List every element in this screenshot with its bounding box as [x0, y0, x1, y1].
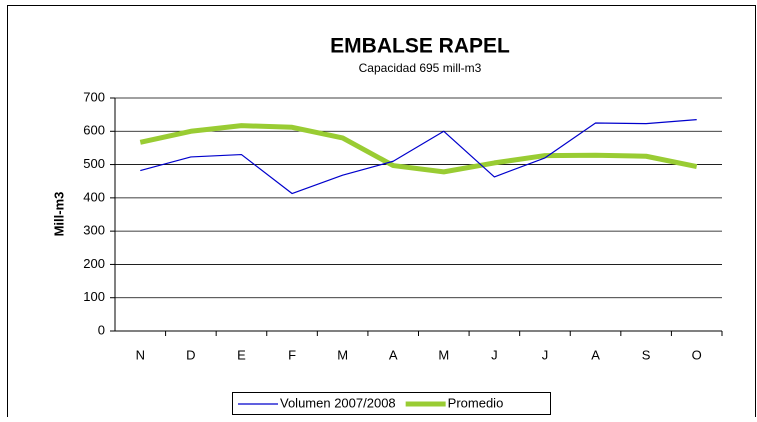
x-tick-label: J: [491, 347, 498, 362]
series-line: [139, 123, 698, 175]
x-tick-label: E: [237, 347, 246, 362]
x-tick-label: J: [542, 347, 549, 362]
x-tick-label: S: [642, 347, 651, 362]
y-tick-label: 700: [83, 89, 105, 104]
series-line: [140, 119, 697, 195]
y-tick-label: 600: [83, 123, 105, 138]
y-tick-label: 400: [83, 189, 105, 204]
legend-box: [232, 392, 551, 415]
chart-title: EMBALSE RAPEL: [330, 35, 510, 58]
legend-label: Volumen 2007/2008: [280, 395, 396, 410]
y-tick-label: 100: [83, 289, 105, 304]
legend-label: Promedio: [448, 395, 504, 410]
y-tick-label: 200: [83, 256, 105, 271]
x-tick-label: D: [186, 347, 195, 362]
x-tick-label: M: [337, 347, 348, 362]
y-axis-label: Mill-m3: [51, 192, 66, 237]
x-tick-label: O: [692, 347, 702, 362]
x-tick-label: N: [136, 347, 145, 362]
y-tick-label: 500: [83, 156, 105, 171]
y-tick-label: 300: [83, 223, 105, 238]
x-tick-label: M: [438, 347, 449, 362]
x-tick-label: A: [591, 347, 600, 362]
chart-frame: [7, 5, 756, 422]
x-tick-label: A: [389, 347, 398, 362]
y-tick-label: 0: [98, 322, 105, 337]
chart-subtitle: Capacidad 695 mill-m3: [359, 61, 482, 75]
x-tick-label: F: [288, 347, 296, 362]
